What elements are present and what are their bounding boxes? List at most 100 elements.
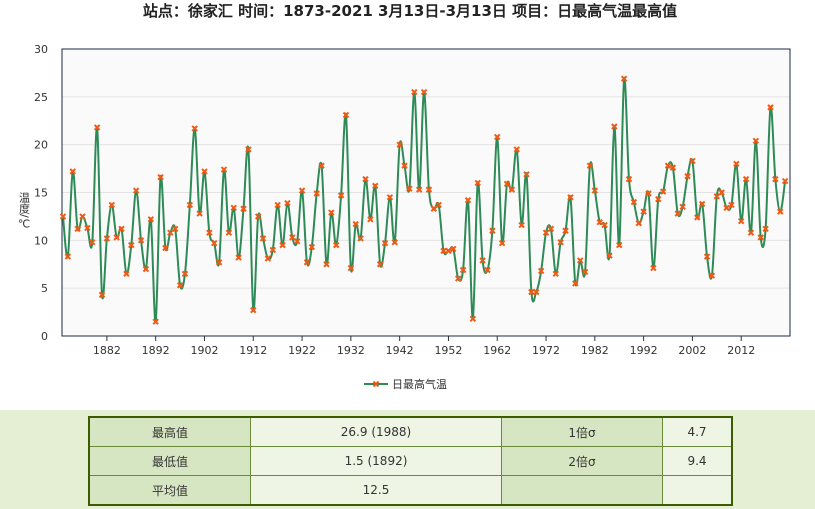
marker: [415, 186, 423, 193]
marker: [684, 173, 691, 180]
marker: [698, 200, 706, 208]
x-tick-label: 1962: [483, 344, 511, 357]
marker: [708, 272, 716, 279]
marker: [157, 173, 164, 181]
marker: [430, 205, 438, 212]
cell: 4.7: [662, 416, 733, 447]
marker: [503, 180, 511, 188]
marker: [250, 306, 257, 314]
marker: [474, 179, 481, 187]
marker: [401, 162, 408, 169]
marker: [689, 157, 696, 165]
marker: [572, 280, 579, 287]
marker: [240, 205, 247, 212]
marker: [386, 194, 394, 201]
marker: [303, 259, 311, 266]
marker: [757, 234, 764, 241]
marker: [347, 264, 355, 272]
marker: [459, 266, 467, 274]
y-tick-label: 20: [34, 139, 48, 152]
marker: [211, 239, 218, 247]
cell: 26.9 (1988): [250, 416, 502, 447]
marker: [123, 270, 130, 278]
marker: [440, 247, 447, 255]
marker: [713, 193, 721, 200]
stats-table: 最高值 26.9 (1988) 1倍σ 4.7 最低值 1.5 (1892) 2倍σ 9.4…: [88, 416, 733, 506]
marker: [279, 241, 286, 249]
marker: [137, 237, 145, 244]
marker: [630, 198, 638, 206]
marker: [264, 255, 272, 262]
marker: [69, 168, 76, 175]
marker: [376, 261, 384, 268]
marker: [742, 175, 750, 183]
legend-marker: [372, 380, 380, 388]
marker: [616, 241, 623, 249]
marker: [406, 185, 413, 192]
cell: 平均值: [88, 475, 251, 506]
y-tick-label: 10: [34, 234, 48, 247]
marker: [372, 182, 379, 190]
marker: [655, 195, 662, 203]
marker: [664, 162, 672, 169]
marker: [89, 239, 96, 246]
marker: [479, 257, 486, 264]
marker: [552, 270, 559, 278]
x-tick-label: 1932: [337, 344, 365, 357]
marker: [84, 224, 91, 232]
marker: [342, 111, 350, 119]
marker: [542, 229, 550, 236]
marker: [498, 239, 506, 247]
marker: [772, 175, 779, 183]
x-tick-label: 1882: [93, 344, 121, 357]
marker: [118, 225, 125, 233]
marker: [650, 264, 657, 272]
marker: [147, 216, 155, 223]
cell: 最低值: [88, 446, 251, 476]
marker: [669, 164, 677, 171]
x-tick-label: 2012: [727, 344, 755, 357]
y-tick-label: 30: [34, 43, 48, 56]
marker: [293, 238, 301, 245]
marker: [220, 166, 228, 173]
marker: [723, 204, 730, 212]
marker: [103, 235, 111, 242]
marker: [357, 235, 364, 242]
marker: [425, 186, 433, 193]
cell: [662, 475, 733, 506]
marker: [620, 75, 628, 82]
x-tick-label: 1982: [581, 344, 609, 357]
x-tick-label: 1912: [239, 344, 267, 357]
marker: [528, 288, 535, 296]
marker: [420, 88, 428, 96]
y-tick-label: 15: [34, 187, 48, 200]
marker: [328, 209, 335, 216]
marker: [411, 88, 418, 96]
marker: [762, 225, 769, 233]
marker: [450, 245, 457, 253]
cell: 9.4: [662, 446, 733, 476]
marker: [186, 201, 194, 209]
marker: [167, 229, 174, 236]
marker: [635, 219, 642, 227]
marker: [508, 186, 516, 193]
x-tick-label: 1952: [434, 344, 462, 357]
marker: [93, 124, 101, 131]
cell: 12.5: [250, 475, 502, 506]
marker: [171, 225, 179, 233]
marker: [289, 234, 296, 241]
marker: [196, 210, 203, 217]
marker: [537, 267, 545, 275]
y-tick-label: 25: [34, 91, 48, 104]
x-tick-label: 2002: [678, 344, 706, 357]
marker: [79, 213, 86, 220]
marker: [274, 201, 281, 209]
marker: [142, 265, 150, 273]
marker: [703, 253, 711, 260]
marker: [298, 187, 306, 194]
marker: [645, 190, 652, 197]
marker: [576, 257, 584, 264]
x-tick-label: 1942: [386, 344, 414, 357]
marker: [396, 141, 403, 148]
marker: [245, 146, 252, 153]
